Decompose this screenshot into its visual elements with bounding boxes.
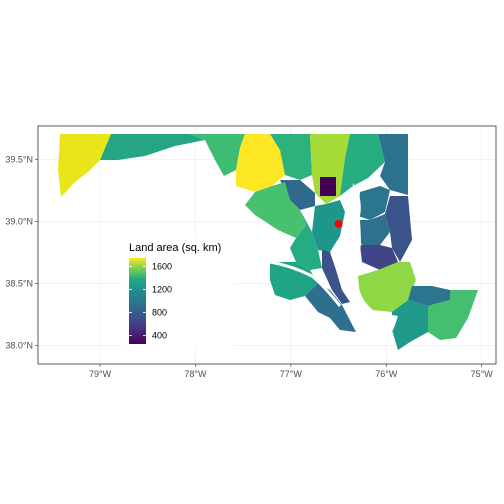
county-talbot xyxy=(360,245,398,270)
county-harford xyxy=(340,134,385,196)
county-anne-arundel xyxy=(312,200,345,252)
x-axis-ticks: 79°W 78°W 77°W 76°W 75°W xyxy=(89,364,493,379)
x-tick-label: 79°W xyxy=(89,369,112,379)
x-tick-label: 76°W xyxy=(375,369,398,379)
county-kent xyxy=(358,186,390,220)
county-baltimore-city xyxy=(320,177,336,196)
county-worcester xyxy=(428,290,478,340)
y-axis-ticks: 39.5°N 39.0°N 38.5°N 38.0°N xyxy=(5,154,38,350)
county-somerset xyxy=(392,300,428,350)
county-garrett xyxy=(58,134,111,197)
county-wicomico xyxy=(408,286,450,306)
county-cecil xyxy=(378,134,408,195)
county-queen-annes xyxy=(358,214,390,250)
legend-label: 1600 xyxy=(152,262,172,272)
county-washington xyxy=(190,134,245,176)
county-allegany xyxy=(100,134,205,160)
legend-ticks: 1600 1200 800 400 xyxy=(129,262,172,340)
legend-label: 400 xyxy=(152,330,167,340)
x-tick-label: 75°W xyxy=(471,369,494,379)
x-tick-label: 77°W xyxy=(280,369,303,379)
county-caroline xyxy=(385,196,412,262)
panel-border xyxy=(37,125,497,365)
legend-label: 800 xyxy=(152,307,167,317)
y-tick-label: 38.5°N xyxy=(5,278,33,288)
legend-colorbar xyxy=(129,258,146,344)
county-frederick xyxy=(236,134,285,192)
chesapeake-bay xyxy=(269,183,398,340)
county-montgomery xyxy=(245,182,306,238)
county-dorchester xyxy=(358,262,416,312)
county-carroll xyxy=(270,134,312,180)
y-tick-label: 39.5°N xyxy=(5,154,33,164)
potomac-river xyxy=(269,260,342,307)
x-tick-label: 78°W xyxy=(184,369,207,379)
y-tick-label: 38.0°N xyxy=(5,340,33,350)
legend-title: Land area (sq. km) xyxy=(129,242,221,254)
county-st-marys xyxy=(305,283,356,332)
legend-label: 1200 xyxy=(152,285,172,295)
bay-water xyxy=(339,183,398,340)
county-polygons xyxy=(58,134,478,350)
legend: Land area (sq. km) 1600 1200 800 400 xyxy=(122,238,234,348)
county-howard xyxy=(280,180,315,210)
y-tick-label: 39.0°N xyxy=(5,216,33,226)
county-calvert xyxy=(322,250,350,304)
county-prince-georges xyxy=(290,210,322,270)
highlight-point xyxy=(334,219,343,228)
